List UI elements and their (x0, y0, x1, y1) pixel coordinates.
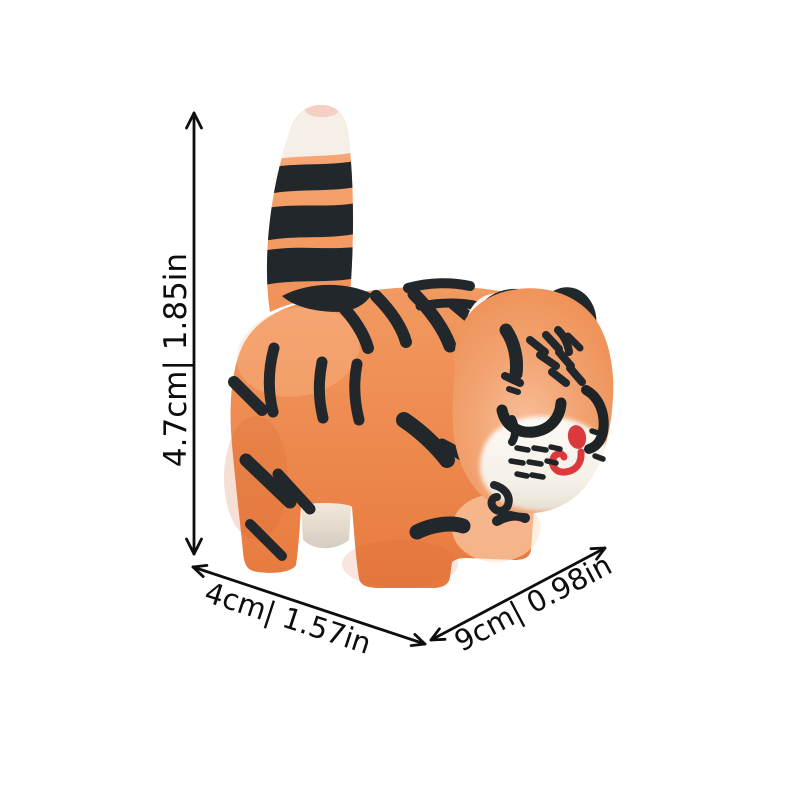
height-dimension-arrow (185, 111, 203, 556)
tail-stripe-3 (266, 246, 354, 288)
width-dimension-arrow (191, 564, 427, 647)
tiger-mouth (549, 448, 585, 476)
ear-left-base-wedge (499, 323, 523, 381)
tail-stripe-2 (266, 202, 354, 244)
tiger-nose (567, 425, 587, 449)
underside-shadow (342, 540, 458, 588)
tail-tip-blush (305, 105, 339, 117)
tiger-eye-right (581, 385, 609, 454)
ear-right-base-wedge (554, 326, 573, 356)
tail-stripe-1 (266, 160, 354, 198)
length-dimension-label: 9cm| 0.98in (449, 548, 617, 659)
tiger-eye-left (496, 397, 567, 438)
forehead-pattern (501, 331, 586, 395)
tail-base-stripe (282, 284, 372, 312)
length-dimension-arrow (429, 546, 607, 642)
tiger-figurine (224, 105, 614, 588)
under-eye-mark (508, 415, 519, 446)
tiger-eyes (496, 385, 609, 454)
belly-patch (301, 503, 351, 549)
height-dimension-label: 4.7cm| 1.85in (158, 253, 194, 467)
jaw-curl (487, 481, 513, 515)
tiger-nose-mouth (549, 425, 587, 476)
tiger-head (452, 287, 614, 515)
tiger-whiskers (508, 428, 606, 480)
tiger-tail (266, 105, 354, 312)
dimension-annotations (185, 111, 607, 647)
